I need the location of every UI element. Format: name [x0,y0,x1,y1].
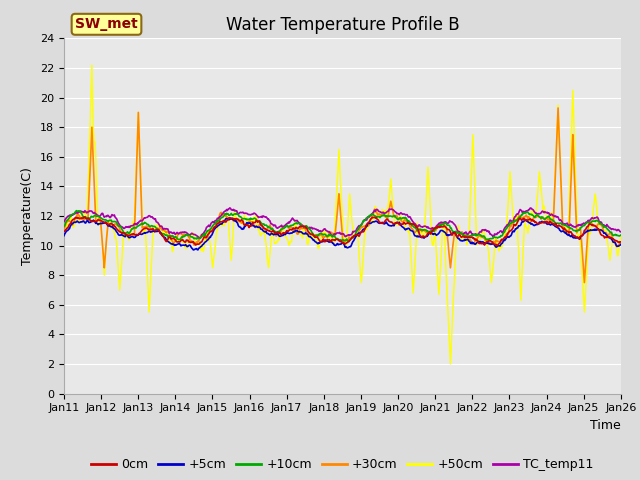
Title: Water Temperature Profile B: Water Temperature Profile B [225,16,460,34]
X-axis label: Time: Time [590,419,621,432]
Y-axis label: Temperature(C): Temperature(C) [22,167,35,265]
Legend: 0cm, +5cm, +10cm, +30cm, +50cm, TC_temp11: 0cm, +5cm, +10cm, +30cm, +50cm, TC_temp1… [86,453,598,476]
Text: SW_met: SW_met [75,17,138,31]
